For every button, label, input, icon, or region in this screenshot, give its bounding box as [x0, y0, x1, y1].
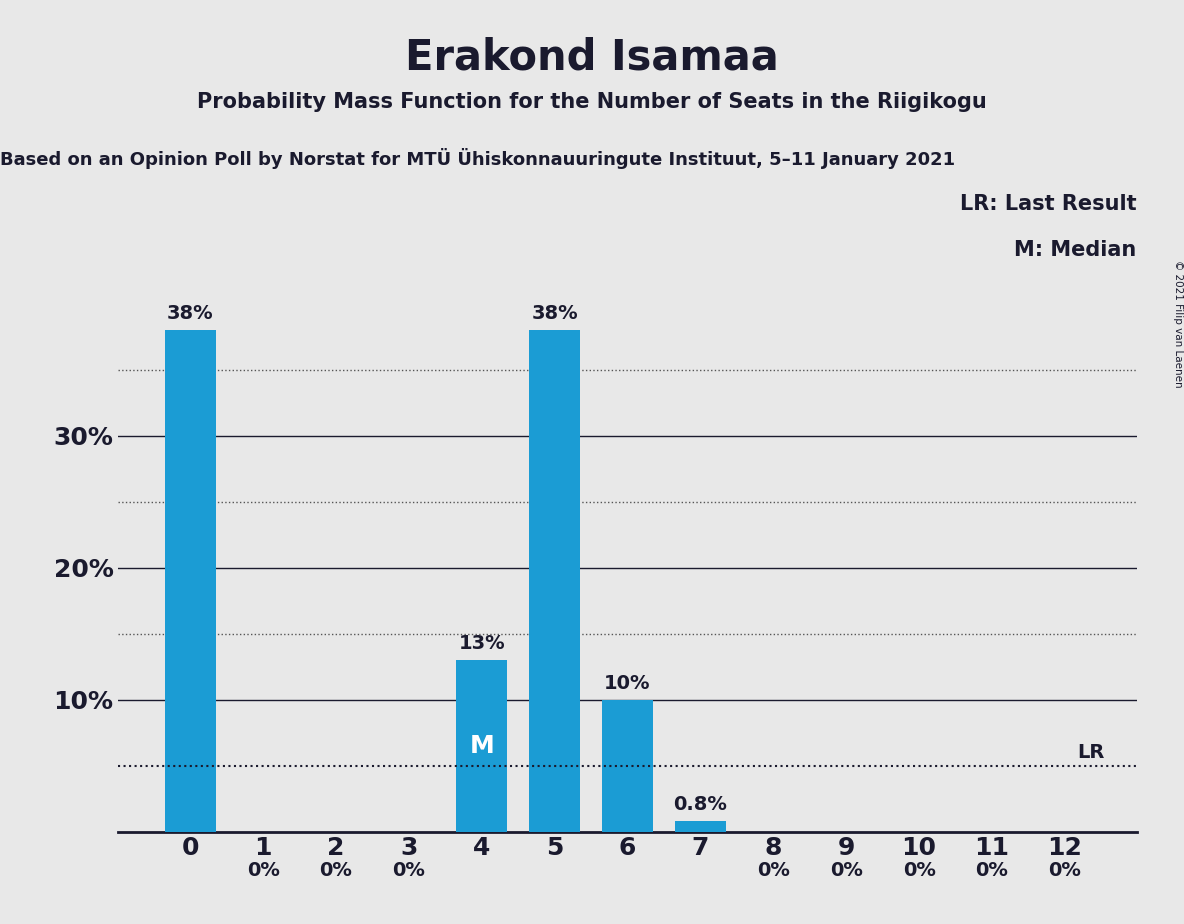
- Text: Probability Mass Function for the Number of Seats in the Riigikogu: Probability Mass Function for the Number…: [197, 92, 987, 113]
- Text: M: M: [469, 734, 494, 758]
- Bar: [165, 330, 215, 832]
- Text: 0%: 0%: [320, 860, 353, 880]
- Text: M: Median: M: Median: [1015, 240, 1137, 261]
- Text: LR: LR: [1077, 743, 1105, 761]
- Bar: [456, 660, 507, 832]
- Text: 38%: 38%: [167, 304, 213, 323]
- Text: 0%: 0%: [392, 860, 425, 880]
- Text: 0%: 0%: [902, 860, 935, 880]
- Text: 0%: 0%: [976, 860, 1009, 880]
- Bar: [675, 821, 726, 832]
- Text: Erakond Isamaa: Erakond Isamaa: [405, 37, 779, 79]
- Text: 0.8%: 0.8%: [674, 796, 727, 814]
- Text: 0%: 0%: [830, 860, 863, 880]
- Bar: [601, 699, 654, 832]
- Text: 38%: 38%: [532, 304, 578, 323]
- Text: 0%: 0%: [1048, 860, 1081, 880]
- Text: 13%: 13%: [458, 635, 506, 653]
- Text: 10%: 10%: [604, 674, 651, 693]
- Text: LR: Last Result: LR: Last Result: [960, 194, 1137, 214]
- Text: Based on an Opinion Poll by Norstat for MTÜ Ühiskonnauuringute Instituut, 5–11 J: Based on an Opinion Poll by Norstat for …: [0, 148, 955, 169]
- Text: © 2021 Filip van Laenen: © 2021 Filip van Laenen: [1173, 260, 1183, 387]
- Text: 0%: 0%: [757, 860, 790, 880]
- Bar: [529, 330, 580, 832]
- Text: 0%: 0%: [246, 860, 279, 880]
